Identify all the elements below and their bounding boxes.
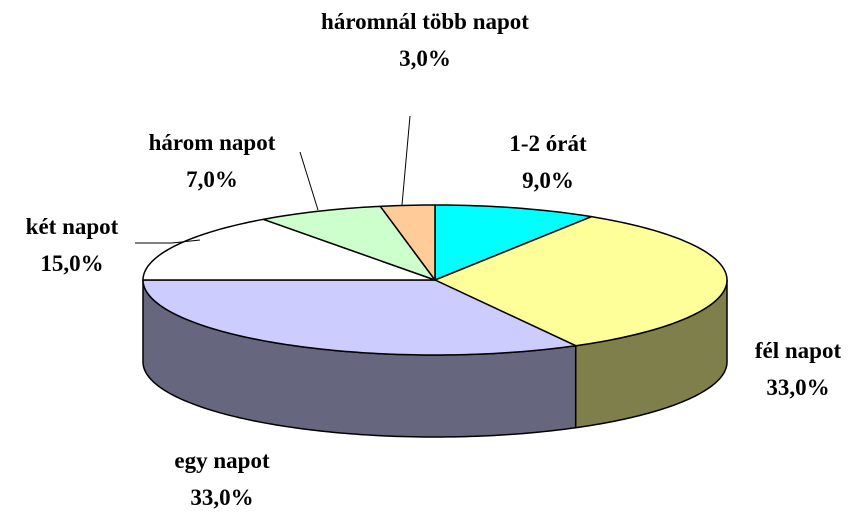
category-label: 1-2 órát (509, 131, 587, 156)
value-label: 7,0% (186, 167, 238, 192)
slice (262, 205, 436, 281)
data-label: három napot 7,0% (149, 124, 276, 198)
value-label: 15,0% (40, 251, 104, 276)
slice (434, 204, 593, 281)
category-label: három napot (148, 130, 276, 155)
leader-line (135, 239, 201, 244)
value-label: 3,0% (399, 46, 451, 71)
slice (142, 218, 436, 281)
data-label: két napot 15,0% (26, 208, 119, 282)
data-label: háromnál több napot 3,0% (310, 3, 540, 77)
value-label: 33,0% (190, 485, 254, 510)
value-label: 33,0% (766, 375, 830, 400)
leader-line (401, 115, 411, 206)
category-label: háromnál több napot (321, 9, 529, 34)
leader-line (299, 151, 319, 211)
category-label: egy napot (174, 448, 270, 473)
data-label: 1-2 órát 9,0% (509, 125, 586, 199)
data-label: egy napot 33,0% (174, 442, 269, 516)
category-label: fél napot (754, 338, 842, 363)
category-label: két napot (25, 214, 119, 239)
data-label: fél napot 33,0% (755, 332, 841, 406)
value-label: 9,0% (522, 168, 574, 193)
slice (142, 279, 577, 356)
slice (379, 204, 436, 281)
